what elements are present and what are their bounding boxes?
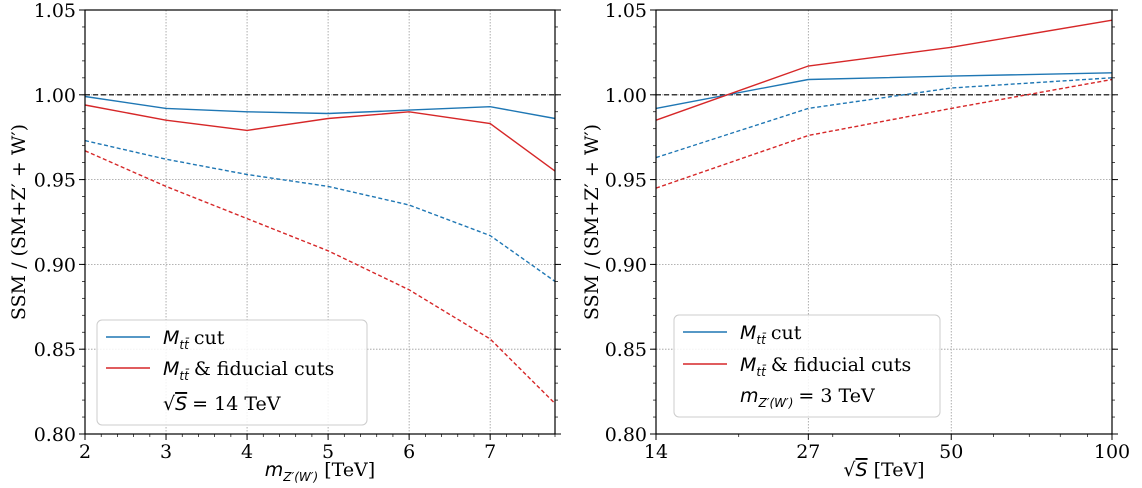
right-series xyxy=(655,19,1113,189)
left-y-axis-label: SSM / (SM+Z′ + W′) xyxy=(8,124,30,320)
left-xtick-label: 6 xyxy=(403,441,415,463)
right-chart: 0.80 0.85 0.90 0.95 1.00 1.05 14 27 50 100 SSM / … xyxy=(581,0,1130,481)
right-xtick-label: 27 xyxy=(796,441,820,463)
left-series-dashed-red xyxy=(84,150,556,404)
right-plot-frame xyxy=(655,9,1113,435)
left-legend-entry-1: Mtt̄ cut xyxy=(163,327,225,352)
right-xtick-label: 14 xyxy=(644,441,668,463)
left-xtick-label: 4 xyxy=(241,441,253,463)
left-ytick-label: 0.85 xyxy=(34,339,76,361)
left-xtick-label: 5 xyxy=(322,441,334,463)
right-legend-entry-2: Mtt̄ & fiducial cuts xyxy=(740,354,911,379)
right-xtick-label: 100 xyxy=(1094,441,1130,463)
left-ytick-label: 1.00 xyxy=(34,85,76,107)
left-series xyxy=(84,94,556,404)
left-xtick-label: 2 xyxy=(79,441,91,463)
left-ticks: 0.80 0.85 0.90 0.95 1.00 1.05 2 3 4 5 6 7 xyxy=(34,0,561,463)
left-xtick-label: 3 xyxy=(160,441,172,463)
left-chart: 0.80 0.85 0.90 0.95 1.00 1.05 2 3 4 5 6 7 SSM / (SM… xyxy=(8,0,561,484)
right-y-axis-label: SSM / (SM+Z′ + W′) xyxy=(581,124,603,320)
right-ytick-label: 0.90 xyxy=(605,254,647,276)
right-ytick-label: 0.95 xyxy=(605,170,647,192)
right-ticks: 0.80 0.85 0.90 0.95 1.00 1.05 14 27 50 100 xyxy=(605,0,1130,463)
right-ytick-label: 0.80 xyxy=(605,424,647,446)
right-x-axis-label: √S [TeV] xyxy=(843,459,924,481)
left-ytick-label: 0.80 xyxy=(34,424,76,446)
left-plot-frame xyxy=(84,9,556,435)
left-xtick-label: 7 xyxy=(484,441,496,463)
left-legend-box xyxy=(96,319,368,426)
right-legend: Mtt̄ cut Mtt̄ & fiducial cuts mZ′(W′) = 3 T… xyxy=(673,314,941,418)
left-series-dashed-blue xyxy=(84,139,556,282)
left-ytick-label: 0.90 xyxy=(34,254,76,276)
right-xtick-label: 50 xyxy=(939,441,963,463)
right-series-solid-blue xyxy=(655,72,1113,110)
right-series-dashed-red xyxy=(655,78,1113,189)
right-ytick-label: 0.85 xyxy=(605,339,647,361)
right-legend-entry-1: Mtt̄ cut xyxy=(740,322,802,347)
left-ytick-label: 1.05 xyxy=(34,0,76,22)
right-series-dashed-blue xyxy=(655,77,1113,159)
left-legend: Mtt̄ cut Mtt̄ & fiducial cuts √S = 14 TeV xyxy=(96,319,368,426)
right-ytick-label: 1.00 xyxy=(605,85,647,107)
right-legend-box xyxy=(673,314,941,418)
left-x-axis-label: mZ′(W′) [TeV] xyxy=(265,459,375,484)
right-ytick-label: 1.05 xyxy=(605,0,647,22)
right-x-axis-unit: [TeV] xyxy=(874,459,925,481)
left-ytick-label: 0.95 xyxy=(34,170,76,192)
left-legend-entry-2: Mtt̄ & fiducial cuts xyxy=(163,358,334,383)
right-legend-note: mZ′(W′) = 3 TeV xyxy=(740,385,875,410)
left-series-solid-red xyxy=(84,104,556,172)
left-x-axis-unit: [TeV] xyxy=(324,459,375,481)
left-series-solid-blue xyxy=(84,95,556,120)
right-series-solid-red xyxy=(655,19,1113,121)
left-legend-note: √S = 14 TeV xyxy=(163,393,281,415)
